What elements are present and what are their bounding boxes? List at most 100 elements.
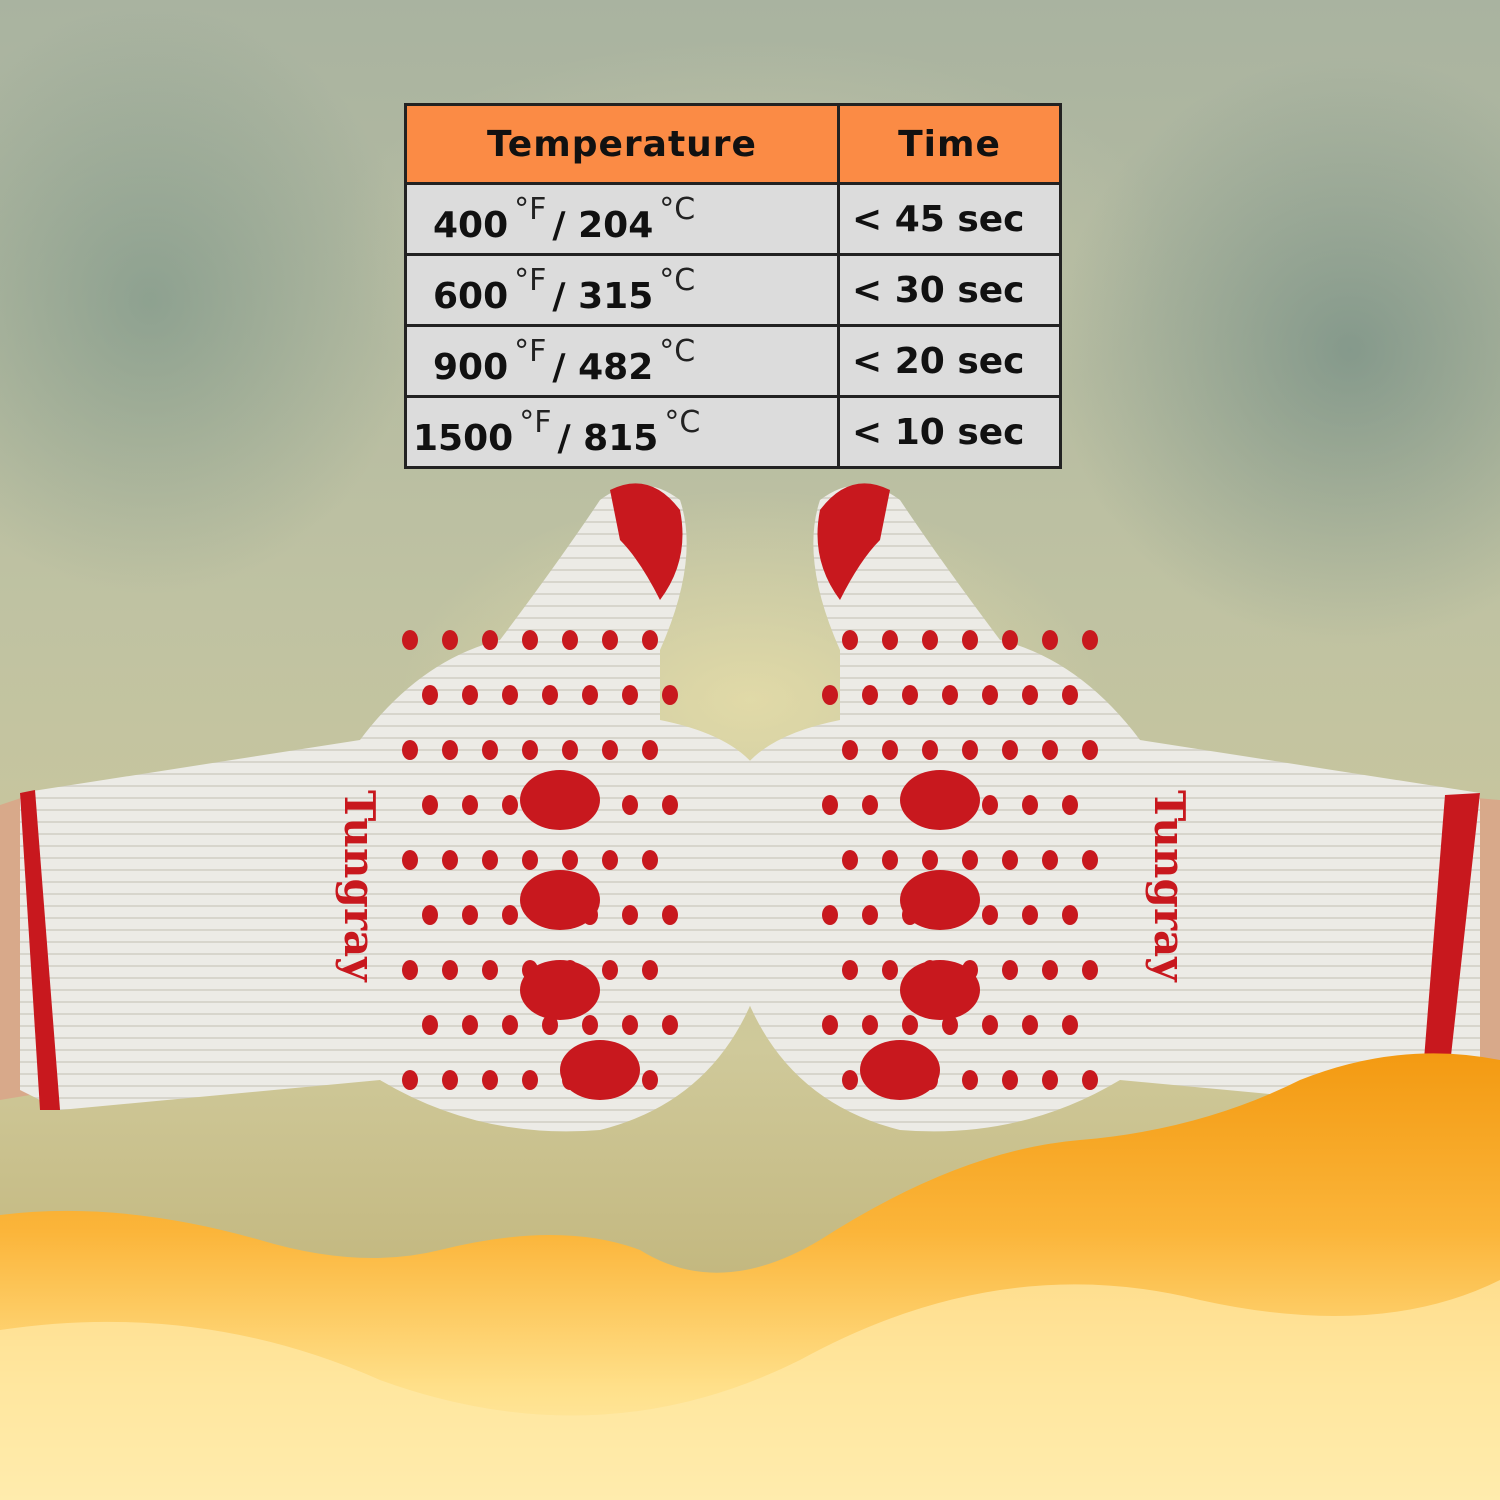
grip-dot: [922, 850, 938, 870]
grip-dot: [442, 630, 458, 650]
flame-pad: [900, 770, 980, 830]
grip-dot: [1042, 1070, 1058, 1090]
header-temperature: Temperature: [404, 103, 840, 185]
fahrenheit-value: 1500: [413, 418, 514, 459]
grip-dot: [862, 905, 878, 925]
grip-dot: [922, 740, 938, 760]
grip-dot: [462, 905, 478, 925]
grip-dot: [562, 850, 578, 870]
grip-dot: [402, 850, 418, 870]
grip-dot: [402, 740, 418, 760]
grip-dot: [862, 795, 878, 815]
fahrenheit-unit: °F: [514, 334, 547, 369]
fahrenheit-unit: °F: [514, 192, 547, 227]
grip-dot: [602, 850, 618, 870]
grip-dot: [642, 630, 658, 650]
celsius-value: 482: [578, 347, 654, 388]
flame-pad: [520, 770, 600, 830]
grip-dot: [842, 1070, 858, 1090]
flame-pad: [900, 960, 980, 1020]
grip-dots: [402, 630, 1098, 1090]
grip-dot: [502, 685, 518, 705]
grip-dot: [462, 795, 478, 815]
grip-dot: [982, 905, 998, 925]
grip-dot: [982, 795, 998, 815]
grip-dot: [842, 960, 858, 980]
grip-dot: [1062, 1015, 1078, 1035]
grip-dot: [562, 630, 578, 650]
grip-dot: [882, 740, 898, 760]
time-cell: < 10 sec: [837, 395, 1062, 469]
table-row: 600 °F/ 315 °C < 30 sec: [404, 253, 1062, 327]
grip-dot: [642, 740, 658, 760]
glove-logo: Tungray: [335, 790, 384, 983]
grip-dot: [1002, 1070, 1018, 1090]
grip-dot: [822, 795, 838, 815]
grip-dot: [1002, 740, 1018, 760]
grip-dot: [542, 1015, 558, 1035]
fahrenheit-value: 400: [433, 205, 509, 246]
grip-dot: [482, 740, 498, 760]
grip-dot: [842, 850, 858, 870]
table-header-row: Temperature Time: [404, 103, 1062, 185]
fahrenheit-unit: °F: [519, 405, 552, 440]
grip-dot: [842, 740, 858, 760]
grip-dot: [822, 1015, 838, 1035]
flame-pad: [860, 1040, 940, 1100]
grip-dot: [1022, 905, 1038, 925]
time-cell: < 45 sec: [837, 182, 1062, 256]
grip-dot: [842, 630, 858, 650]
grip-dot: [622, 795, 638, 815]
table-row: 900 °F/ 482 °C < 20 sec: [404, 324, 1062, 398]
grip-dot: [642, 850, 658, 870]
grip-dot: [902, 1015, 918, 1035]
grip-dot: [402, 1070, 418, 1090]
grip-dot: [622, 1015, 638, 1035]
flame: [0, 1280, 1500, 1500]
grip-dot: [1002, 850, 1018, 870]
grip-dot: [1042, 740, 1058, 760]
grip-dot: [662, 685, 678, 705]
temperature-time-table: Temperature Time 400 °F/ 204 °C < 45 sec 6…: [404, 103, 1062, 469]
header-time: Time: [837, 103, 1062, 185]
table-row: 400 °F/ 204 °C < 45 sec: [404, 182, 1062, 256]
grip-dot: [1042, 850, 1058, 870]
flame-pad: [520, 960, 600, 1020]
grip-dot: [422, 905, 438, 925]
time-cell: < 20 sec: [837, 324, 1062, 398]
separator: /: [552, 347, 566, 388]
celsius-value: 815: [583, 418, 659, 459]
temperature-cell: 900 °F/ 482 °C: [404, 324, 840, 398]
grip-dot: [462, 1015, 478, 1035]
grip-dot: [642, 960, 658, 980]
grip-dot: [982, 1015, 998, 1035]
grip-dot: [502, 905, 518, 925]
grip-dot: [422, 795, 438, 815]
grip-dot: [562, 740, 578, 760]
celsius-unit: °C: [659, 263, 696, 298]
grip-dot: [442, 740, 458, 760]
grip-dot: [522, 630, 538, 650]
separator: /: [552, 205, 566, 246]
grip-dot: [1022, 795, 1038, 815]
temperature-cell: 600 °F/ 315 °C: [404, 253, 840, 327]
celsius-unit: °C: [659, 334, 696, 369]
glove-logo: Tungray: [1145, 790, 1194, 983]
grip-dot: [1062, 685, 1078, 705]
separator: /: [552, 276, 566, 317]
grip-dot: [1042, 630, 1058, 650]
grip-dot: [462, 685, 478, 705]
grip-dot: [522, 1070, 538, 1090]
grip-dot: [522, 740, 538, 760]
grip-dot: [922, 630, 938, 650]
grip-dot: [402, 630, 418, 650]
grip-dot: [962, 1070, 978, 1090]
table-row: 1500 °F/ 815 °C < 10 sec: [404, 395, 1062, 469]
grip-dot: [1062, 905, 1078, 925]
grip-dot: [882, 850, 898, 870]
celsius-value: 204: [578, 205, 654, 246]
grip-dot: [882, 630, 898, 650]
temperature-cell: 1500 °F/ 815 °C: [404, 395, 840, 469]
